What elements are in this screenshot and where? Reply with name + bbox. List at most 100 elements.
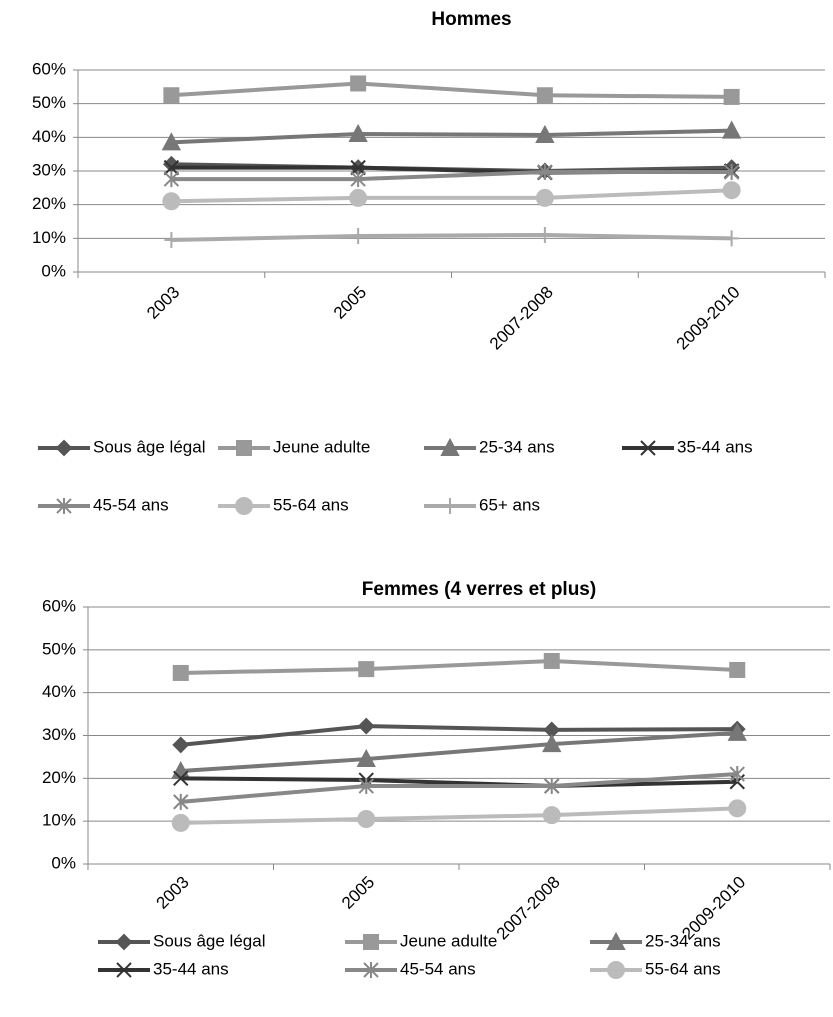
point-marker (729, 766, 745, 783)
y-tick-label: 50% (42, 639, 76, 658)
legend-marker (606, 931, 626, 950)
series-line (171, 81, 732, 99)
point-marker (349, 188, 368, 207)
x-tick-label: 2005 (338, 873, 378, 913)
point-marker (162, 192, 181, 211)
x-tick-label: 2007-2008 (493, 873, 564, 944)
point-marker (729, 661, 746, 678)
y-tick-label: 40% (42, 682, 76, 701)
point-marker (357, 717, 375, 735)
legend-marker (55, 439, 73, 457)
chart-title: Femmes (4 verres et plus) (362, 579, 596, 600)
x-tick-label: 2009-2010 (673, 283, 744, 354)
point-marker (350, 75, 367, 92)
series-line (171, 170, 732, 182)
point-marker (728, 799, 747, 818)
point-marker (163, 87, 180, 104)
y-tick-label: 30% (32, 160, 66, 179)
y-tick-label: 10% (42, 811, 76, 830)
point-marker (356, 748, 376, 768)
legend-label: 55-64 ans (645, 959, 721, 978)
legend-marker (363, 962, 379, 978)
series-line (180, 776, 738, 789)
point-marker (172, 664, 189, 681)
legend-label: 25-34 ans (479, 437, 555, 456)
point-marker (348, 123, 368, 142)
point-marker (164, 232, 179, 249)
point-marker (358, 661, 375, 678)
legend-label: 65+ ans (479, 495, 540, 514)
legend-marker (640, 440, 656, 456)
point-marker (535, 188, 554, 207)
point-marker (358, 778, 374, 795)
series-line (180, 806, 738, 825)
point-marker (535, 124, 555, 143)
legend-marker (363, 934, 379, 950)
point-marker (721, 120, 742, 139)
legend-marker (236, 440, 252, 456)
point-marker (173, 770, 189, 787)
series-line (171, 128, 732, 145)
point-marker (542, 806, 561, 825)
y-tick-label: 10% (32, 228, 66, 247)
legend-label: Sous âge légal (153, 931, 265, 950)
series-line (180, 730, 738, 774)
x-tick-label: 2007-2008 (486, 283, 557, 354)
x-tick-label: 2005 (330, 283, 370, 323)
point-marker (722, 181, 741, 200)
point-marker (537, 164, 553, 181)
point-marker (724, 230, 739, 247)
point-marker (351, 227, 366, 244)
series-line (180, 658, 738, 675)
legend-label: 55-64 ans (273, 495, 349, 514)
legend-label: 45-54 ans (93, 495, 169, 514)
point-marker (163, 171, 180, 188)
legend-marker (56, 498, 72, 514)
series-line (180, 772, 738, 804)
y-tick-label: 30% (42, 725, 76, 744)
point-marker (727, 722, 747, 741)
point-marker (350, 159, 366, 176)
legend-label: 25-34 ans (645, 931, 721, 950)
point-marker (723, 164, 740, 181)
legend-label: 35-44 ans (153, 959, 229, 978)
y-tick-label: 0% (41, 261, 66, 280)
point-marker (536, 87, 553, 104)
series-line (171, 188, 732, 204)
point-marker (543, 652, 560, 669)
legend-marker (115, 933, 133, 951)
point-marker (173, 793, 189, 810)
y-tick-label: 20% (32, 194, 66, 213)
legend-label: 45-54 ans (400, 959, 476, 978)
legend-label: Jeune adulte (273, 437, 370, 456)
point-marker (161, 132, 182, 151)
series-line (171, 232, 732, 243)
series-line (180, 724, 738, 747)
point-marker (542, 733, 562, 753)
x-tick-label: 2003 (153, 873, 193, 913)
point-marker (172, 736, 190, 754)
point-marker (723, 88, 740, 105)
legend-label: Sous âge légal (93, 437, 205, 456)
y-tick-label: 40% (32, 127, 66, 146)
point-marker (357, 810, 376, 829)
legend-label: Jeune adulte (400, 931, 497, 950)
legend-marker (443, 498, 457, 514)
legend-marker (235, 497, 253, 515)
y-tick-label: 60% (32, 59, 66, 78)
chart-title: Hommes (431, 9, 511, 30)
point-marker (171, 813, 190, 832)
y-tick-label: 60% (42, 596, 76, 615)
y-tick-label: 20% (42, 768, 76, 787)
point-marker (537, 226, 552, 243)
y-tick-label: 0% (51, 853, 76, 872)
legend-marker (116, 962, 132, 978)
x-tick-label: 2003 (143, 283, 183, 323)
legend-label: 35-44 ans (677, 437, 753, 456)
legend-marker (607, 961, 625, 979)
legend-marker (440, 437, 460, 456)
point-marker (163, 159, 180, 176)
point-marker (544, 778, 560, 795)
